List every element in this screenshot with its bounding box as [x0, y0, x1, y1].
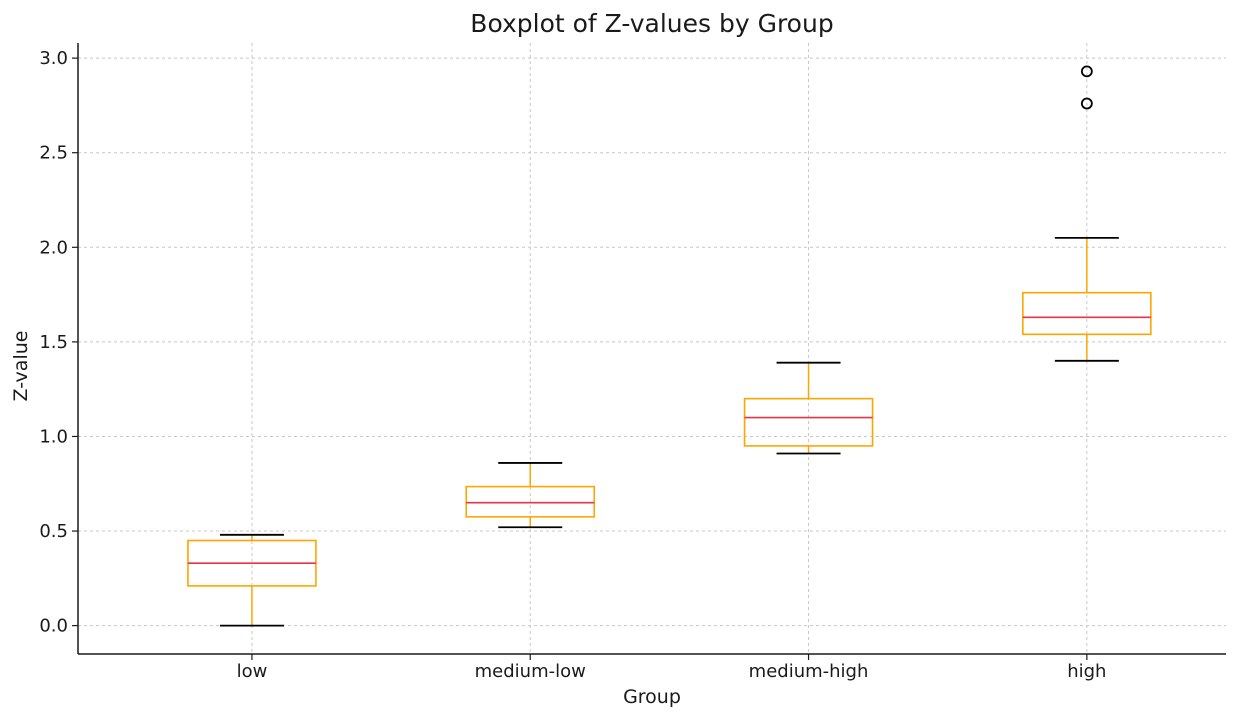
y-tick-label: 1.5	[39, 332, 68, 353]
outlier-point	[1080, 65, 1093, 78]
tick-labels: 0.0 0.5 1.0 1.5 2.0 2.5 3.0 low medium-low medium…	[39, 48, 1106, 682]
x-tick-label: medium-low	[475, 661, 586, 682]
x-tick-label: high	[1067, 661, 1106, 682]
y-tick-label: 0.0	[39, 616, 68, 637]
y-tick-label: 2.5	[39, 143, 68, 164]
x-axis-label: Group	[623, 686, 681, 708]
x-tick-label: low	[237, 661, 268, 682]
y-tick-label: 0.5	[39, 521, 68, 542]
y-tick-label: 2.0	[39, 237, 68, 258]
y-tick-label: 1.0	[39, 426, 68, 447]
outlier-point	[1080, 97, 1093, 110]
chart-title: Boxplot of Z-values by Group	[470, 9, 833, 38]
box-group-high	[1022, 65, 1152, 362]
box-group-medium-high	[743, 361, 874, 455]
y-axis-label: Z-value	[10, 331, 32, 402]
box-group-medium-low	[465, 462, 596, 529]
axes	[72, 43, 1226, 660]
x-tick-label: medium-high	[749, 661, 869, 682]
iqr-box	[743, 397, 874, 447]
box-group-low	[187, 533, 317, 627]
boxes	[187, 65, 1152, 627]
grid-lines	[78, 43, 1226, 654]
y-tick-label: 3.0	[39, 48, 68, 69]
iqr-box	[465, 485, 596, 518]
iqr-box	[1022, 291, 1152, 336]
